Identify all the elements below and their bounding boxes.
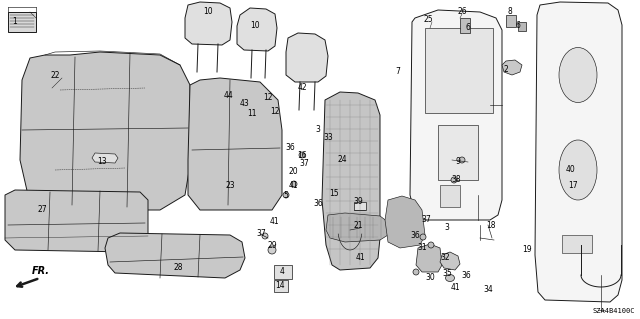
- Text: 9: 9: [456, 158, 460, 167]
- Text: 10: 10: [203, 8, 213, 17]
- Text: 23: 23: [225, 181, 235, 189]
- Text: 36: 36: [461, 271, 471, 279]
- Polygon shape: [185, 2, 232, 45]
- Bar: [506, 15, 516, 27]
- Polygon shape: [188, 78, 282, 210]
- Polygon shape: [105, 233, 245, 278]
- Ellipse shape: [451, 177, 457, 183]
- Text: 41: 41: [450, 284, 460, 293]
- Polygon shape: [20, 52, 190, 210]
- Text: 26: 26: [457, 8, 467, 17]
- Text: 38: 38: [451, 175, 461, 184]
- Text: 41: 41: [288, 181, 298, 189]
- Text: 43: 43: [239, 99, 249, 108]
- Polygon shape: [535, 2, 622, 302]
- Text: 6: 6: [465, 23, 470, 32]
- Ellipse shape: [559, 140, 597, 200]
- Text: 13: 13: [97, 158, 107, 167]
- Text: 17: 17: [568, 181, 578, 189]
- Polygon shape: [502, 60, 522, 75]
- Text: 30: 30: [425, 273, 435, 283]
- Bar: [425, 28, 493, 113]
- Text: 4: 4: [280, 266, 284, 276]
- Text: 37: 37: [256, 229, 266, 239]
- Polygon shape: [322, 92, 380, 270]
- Bar: [354, 202, 366, 210]
- Bar: [274, 265, 292, 279]
- Text: 6: 6: [516, 20, 520, 29]
- Text: 12: 12: [263, 93, 273, 101]
- Text: 34: 34: [483, 286, 493, 294]
- Ellipse shape: [291, 181, 297, 187]
- Ellipse shape: [428, 242, 434, 248]
- Text: 16: 16: [297, 151, 307, 160]
- Text: 28: 28: [173, 263, 183, 272]
- Text: 7: 7: [396, 68, 401, 77]
- Text: 14: 14: [275, 280, 285, 290]
- Text: 3: 3: [445, 224, 449, 233]
- Text: 41: 41: [269, 218, 279, 226]
- Text: 20: 20: [288, 167, 298, 176]
- Ellipse shape: [413, 269, 419, 275]
- Ellipse shape: [268, 246, 276, 254]
- Text: 36: 36: [410, 231, 420, 240]
- Text: 1: 1: [13, 18, 17, 26]
- Bar: [518, 22, 526, 31]
- Text: 41: 41: [355, 254, 365, 263]
- Bar: [8, 12, 36, 32]
- Text: 15: 15: [329, 189, 339, 198]
- Text: 27: 27: [37, 205, 47, 214]
- Polygon shape: [92, 153, 118, 163]
- Text: 35: 35: [442, 269, 452, 278]
- Bar: [562, 235, 592, 253]
- Text: 21: 21: [353, 220, 363, 229]
- Text: 18: 18: [486, 220, 496, 229]
- Bar: [274, 280, 288, 292]
- Text: 12: 12: [270, 108, 280, 116]
- Polygon shape: [326, 213, 388, 242]
- Text: 5: 5: [284, 191, 289, 201]
- Text: 42: 42: [297, 84, 307, 93]
- Bar: [460, 18, 470, 33]
- Text: 8: 8: [508, 8, 513, 17]
- Polygon shape: [237, 8, 277, 51]
- Text: 3: 3: [316, 125, 321, 135]
- Text: 24: 24: [337, 155, 347, 165]
- Text: 10: 10: [250, 20, 260, 29]
- Text: 33: 33: [323, 133, 333, 143]
- Text: 44: 44: [223, 92, 233, 100]
- Ellipse shape: [262, 233, 268, 239]
- Text: 37: 37: [299, 159, 309, 167]
- Ellipse shape: [459, 157, 465, 163]
- Text: 11: 11: [247, 109, 257, 118]
- Text: 39: 39: [353, 197, 363, 206]
- Text: 25: 25: [423, 16, 433, 25]
- Text: 2: 2: [504, 65, 508, 75]
- Polygon shape: [440, 252, 460, 270]
- Polygon shape: [385, 196, 425, 248]
- Ellipse shape: [283, 192, 289, 198]
- Text: 36: 36: [285, 144, 295, 152]
- Ellipse shape: [299, 152, 305, 158]
- Text: 37: 37: [421, 216, 431, 225]
- Text: 32: 32: [440, 253, 450, 262]
- Polygon shape: [286, 33, 328, 82]
- Text: 36: 36: [313, 199, 323, 209]
- Text: 19: 19: [522, 246, 532, 255]
- Bar: [440, 185, 460, 207]
- Ellipse shape: [559, 48, 597, 102]
- Polygon shape: [416, 244, 442, 272]
- Text: 31: 31: [417, 243, 427, 253]
- Text: FR.: FR.: [32, 266, 50, 276]
- Polygon shape: [5, 190, 148, 252]
- Ellipse shape: [420, 234, 426, 240]
- Text: 29: 29: [267, 241, 277, 250]
- Bar: [438, 125, 478, 180]
- Text: 40: 40: [565, 166, 575, 174]
- Text: SZA4B4100C: SZA4B4100C: [593, 308, 635, 314]
- Ellipse shape: [445, 275, 454, 281]
- Text: 22: 22: [51, 70, 60, 79]
- Polygon shape: [410, 10, 502, 220]
